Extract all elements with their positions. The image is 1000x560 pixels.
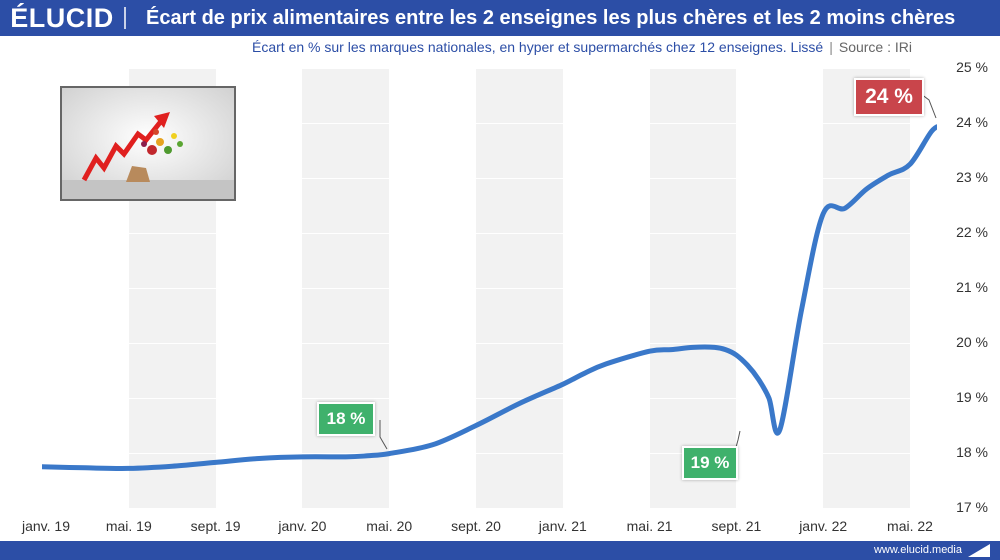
- gridline: [42, 233, 937, 234]
- x-tick-label: mai. 20: [366, 518, 413, 534]
- chart-subtitle: Écart en % sur les marques nationales, e…: [0, 39, 912, 55]
- y-tick-label: 19 %: [956, 389, 988, 405]
- y-tick-label: 18 %: [956, 444, 988, 460]
- gridline: [42, 288, 937, 289]
- gridline: [42, 453, 937, 454]
- value-callout: 18 %: [317, 402, 375, 436]
- x-tick-label: sept. 19: [190, 518, 241, 534]
- food-inflation-illustration: [60, 86, 236, 201]
- footer-bar: www.elucid.media: [0, 541, 1000, 560]
- chart-title: Écart de prix alimentaires entre les 2 e…: [146, 7, 956, 29]
- y-tick-label: 24 %: [956, 114, 988, 130]
- x-tick-label: janv. 21: [538, 518, 587, 534]
- callout-leader-line: [379, 420, 388, 450]
- y-axis: [937, 60, 1000, 520]
- series-line: [42, 124, 937, 471]
- x-tick-label: sept. 21: [711, 518, 762, 534]
- value-callout: 19 %: [682, 446, 738, 480]
- subtitle-separator: |: [829, 39, 833, 55]
- y-tick-label: 21 %: [956, 279, 988, 295]
- gridline: [42, 178, 937, 179]
- header-bar: ÉLUCID Écart de prix alimentaires entre …: [0, 0, 1000, 36]
- gridline: [42, 123, 937, 124]
- x-tick-label: mai. 22: [887, 518, 933, 534]
- y-tick-label: 22 %: [956, 224, 988, 240]
- subtitle-text: Écart en % sur les marques nationales, e…: [252, 39, 824, 55]
- x-tick-label: mai. 21: [626, 518, 673, 534]
- elucid-logo: ÉLUCID: [10, 3, 114, 33]
- footer-url[interactable]: www.elucid.media: [873, 544, 962, 556]
- x-tick-label: mai. 19: [105, 518, 152, 534]
- y-tick-label: 17 %: [956, 499, 988, 515]
- x-tick-label: janv. 19: [22, 518, 70, 534]
- gridline: [42, 343, 937, 344]
- x-tick-label: janv. 22: [799, 518, 848, 534]
- y-tick-label: 23 %: [956, 169, 988, 185]
- logo-separator: [124, 7, 126, 29]
- y-tick-label: 25 %: [956, 59, 988, 75]
- gridline: [42, 68, 937, 69]
- x-tick-label: sept. 20: [451, 518, 501, 534]
- gridline: [42, 398, 937, 399]
- y-tick-label: 20 %: [956, 334, 988, 350]
- source-note: Source : IRi: [838, 39, 912, 55]
- x-tick-label: janv. 20: [278, 518, 327, 534]
- elucid-mark-icon: [968, 544, 990, 557]
- value-callout: 24 %: [854, 78, 924, 116]
